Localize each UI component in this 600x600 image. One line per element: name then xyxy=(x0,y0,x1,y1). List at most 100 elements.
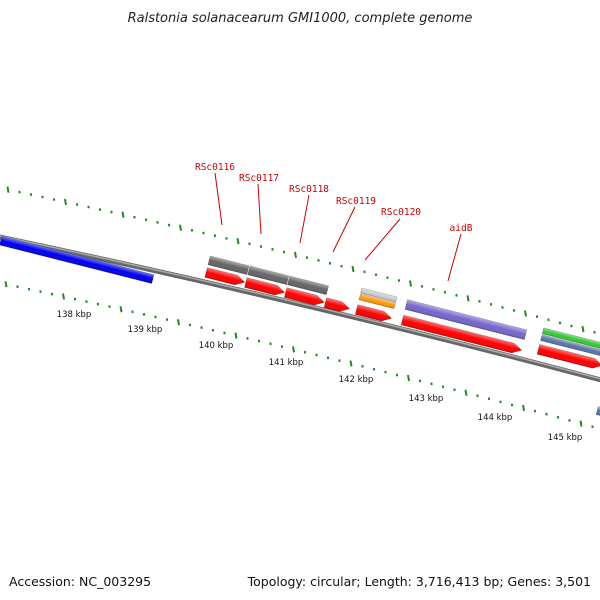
scale-tick xyxy=(188,323,192,327)
inner-tick-ring xyxy=(4,281,594,429)
scale-tick xyxy=(282,250,286,254)
gene-label-rsc0119[interactable]: RSc0119 xyxy=(336,196,376,207)
scale-tick xyxy=(29,193,33,196)
kbp-label-140: 140 kbp xyxy=(199,341,234,351)
scale-tick xyxy=(156,221,159,224)
genome-backbone xyxy=(0,234,600,383)
scale-tick xyxy=(225,236,228,240)
scale-tick xyxy=(374,273,378,277)
steelblue-feature-right[interactable] xyxy=(540,334,600,358)
leader-line-rsc0117 xyxy=(257,183,262,235)
steelblue-feature-far-right[interactable] xyxy=(595,406,600,420)
scale-tick xyxy=(547,318,550,322)
scale-tick xyxy=(213,234,217,238)
kbp-label-142: 142 kbp xyxy=(339,375,374,385)
scale-tick xyxy=(593,330,596,334)
scale-tick xyxy=(154,315,157,319)
scale-tick xyxy=(142,312,146,316)
orange-feature-rsc0120[interactable] xyxy=(358,293,396,310)
scale-tick xyxy=(133,215,136,219)
outer-tick-ring xyxy=(6,186,596,334)
scale-tick xyxy=(351,265,355,273)
scale-tick xyxy=(257,339,261,343)
scale-tick xyxy=(512,309,516,312)
kbp-label-138: 138 kbp xyxy=(57,310,92,320)
scale-tick xyxy=(234,332,238,339)
scale-tick xyxy=(202,231,205,235)
scale-tick xyxy=(499,400,502,404)
kbp-label-145: 145 kbp xyxy=(548,433,583,443)
accession-text: Accession: NC_003295 xyxy=(9,574,151,589)
scale-tick xyxy=(328,261,332,265)
leader-line-rsc0118 xyxy=(299,194,310,244)
cds-rsc0116[interactable] xyxy=(204,267,246,288)
cds-aidb[interactable] xyxy=(400,314,523,355)
scale-tick xyxy=(489,302,493,306)
scale-tick xyxy=(303,350,307,354)
scale-tick xyxy=(372,367,376,371)
scale-tick xyxy=(131,310,134,314)
purple-feature-aidb[interactable] xyxy=(404,299,528,340)
cds-rsc0117[interactable] xyxy=(244,277,286,298)
gray-feature-rsc0118[interactable] xyxy=(287,275,329,295)
scale-tick xyxy=(521,404,526,412)
scale-tick xyxy=(85,300,88,303)
scale-tick xyxy=(579,420,583,427)
scale-tick xyxy=(165,318,169,322)
scale-tick xyxy=(27,287,31,291)
scale-tick xyxy=(73,297,77,301)
scale-tick xyxy=(556,415,560,419)
scale-tick xyxy=(144,218,148,222)
scale-tick xyxy=(535,315,539,319)
gray-feature-rsc0116[interactable] xyxy=(207,255,250,275)
scale-tick xyxy=(478,299,481,303)
light-gray-feature-rsc0120[interactable] xyxy=(360,287,398,303)
gene-label-rsc0116[interactable]: RSc0116 xyxy=(195,162,235,173)
cds-rsc0119[interactable] xyxy=(323,297,351,314)
scale-tick xyxy=(533,409,537,413)
scale-tick xyxy=(545,412,548,416)
scale-tick xyxy=(418,379,422,383)
scale-tick xyxy=(178,224,183,231)
cds-right[interactable] xyxy=(536,344,600,370)
scale-tick xyxy=(361,364,364,368)
scale-tick xyxy=(259,245,263,248)
scale-tick xyxy=(397,279,401,282)
reverse-cds-block[interactable] xyxy=(0,235,155,284)
scale-tick xyxy=(523,310,528,317)
scale-tick xyxy=(430,382,433,386)
gene-label-rsc0117[interactable]: RSc0117 xyxy=(239,173,279,184)
genome-summary-text: Topology: circular; Length: 3,716,413 bp… xyxy=(247,574,591,589)
scale-tick xyxy=(501,306,504,309)
scale-tick xyxy=(466,295,470,302)
scale-tick xyxy=(408,280,413,287)
scale-tick xyxy=(248,242,251,246)
scale-tick xyxy=(510,403,514,407)
kbp-label-143: 143 kbp xyxy=(409,394,444,404)
scale-tick xyxy=(443,290,447,294)
scale-tick xyxy=(386,276,389,280)
cds-rsc0118[interactable] xyxy=(283,287,325,308)
gene-label-rsc0120[interactable]: RSc0120 xyxy=(381,207,421,218)
scale-tick xyxy=(384,370,387,374)
green-feature-right[interactable] xyxy=(541,327,600,351)
scale-tick xyxy=(271,247,274,251)
scale-tick xyxy=(50,292,54,296)
scale-tick xyxy=(96,302,100,306)
gray-feature-rsc0117[interactable] xyxy=(247,265,290,285)
leader-line-rsc0119 xyxy=(332,206,356,253)
scale-tick xyxy=(340,264,343,268)
gene-label-aidb[interactable]: aidB xyxy=(450,223,473,234)
scale-tick xyxy=(200,326,203,329)
scale-tick xyxy=(581,325,585,333)
scale-tick xyxy=(223,331,226,335)
cds-rsc0120[interactable] xyxy=(354,304,393,324)
scale-tick xyxy=(63,198,68,206)
kbp-label-144: 144 kbp xyxy=(478,413,513,423)
scale-tick xyxy=(190,228,194,232)
scale-tick-rings xyxy=(4,186,596,429)
scale-tick xyxy=(291,346,296,353)
scale-tick xyxy=(61,293,66,300)
gene-label-rsc0118[interactable]: RSc0118 xyxy=(289,184,329,195)
gene-label-layer: RSc0116 RSc0117 RSc0118 RSc0119 RSc0120 … xyxy=(195,162,473,282)
